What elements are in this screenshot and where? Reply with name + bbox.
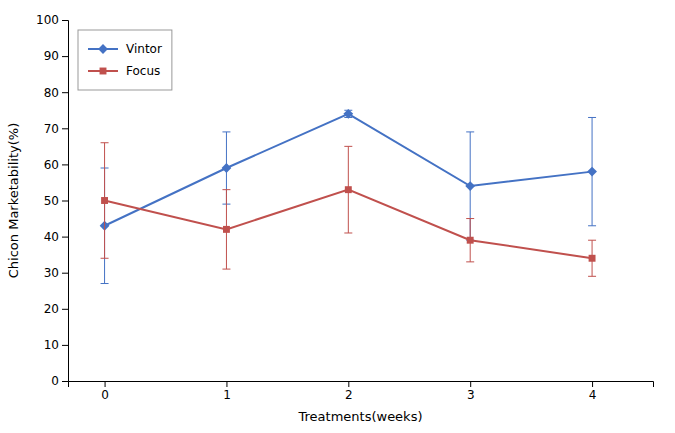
error-bar-cap <box>588 240 596 241</box>
error-bar <box>101 143 109 259</box>
x-tick: 0 <box>101 381 109 402</box>
x-axis-title: Treatments(weeks) <box>298 409 423 424</box>
y-tick: 30 <box>44 266 68 280</box>
legend: Vintor Focus <box>78 30 172 90</box>
x-tick-label: 4 <box>589 388 597 402</box>
legend-entry: Vintor <box>88 42 162 56</box>
point <box>343 109 353 119</box>
legend-label: Vintor <box>126 42 162 56</box>
y-tick-mark <box>62 56 68 57</box>
y-axis: 0 10 20 30 40 50 60 70 80 90 100 <box>36 13 68 388</box>
x-tick-label: 0 <box>101 388 109 402</box>
series <box>101 143 597 277</box>
y-tick-mark <box>62 20 68 21</box>
y-tick-mark <box>62 381 68 382</box>
x-tick-mark <box>226 381 227 387</box>
y-tick-mark <box>62 273 68 274</box>
legend-label: Focus <box>126 64 160 78</box>
y-tick-mark <box>62 201 68 202</box>
error-bar-cap <box>466 131 474 132</box>
y-tick-label: 30 <box>44 266 59 280</box>
error-bar-cap <box>101 258 109 259</box>
point <box>101 197 108 204</box>
x-tick: 4 <box>589 381 597 402</box>
y-tick: 90 <box>44 49 68 63</box>
y-tick: 10 <box>44 338 68 352</box>
y-tick: 100 <box>36 13 68 27</box>
y-tick-label: 20 <box>44 302 59 316</box>
x-tick-mark <box>348 381 349 387</box>
error-bar <box>222 190 230 269</box>
y-tick-label: 50 <box>44 194 59 208</box>
x-tick: 2 <box>345 381 353 402</box>
error-bar-cap <box>466 218 474 219</box>
x-tick: 1 <box>223 381 231 402</box>
marks <box>100 109 597 284</box>
legend-marker <box>100 68 107 75</box>
x-axis: 0 1 2 3 4 <box>69 381 654 402</box>
legend-marker <box>98 44 108 54</box>
legend-entry: Focus <box>88 64 160 78</box>
y-tick: 80 <box>44 86 68 100</box>
error-bar-cap <box>222 269 230 270</box>
error-bar <box>344 146 352 233</box>
point <box>589 255 596 262</box>
error-bar-cap <box>344 146 352 147</box>
y-tick-label: 0 <box>51 374 59 388</box>
point <box>223 226 230 233</box>
y-tick-label: 100 <box>36 13 59 27</box>
error-bar <box>588 240 596 276</box>
y-tick-mark <box>62 309 68 310</box>
y-tick-mark <box>62 128 68 129</box>
y-tick: 40 <box>44 230 68 244</box>
x-axis-line <box>69 382 654 388</box>
y-tick-label: 40 <box>44 230 59 244</box>
y-tick-label: 70 <box>44 122 59 136</box>
y-tick: 70 <box>44 122 68 136</box>
x-tick-label: 2 <box>345 388 353 402</box>
error-bar-cap <box>588 225 596 226</box>
y-tick: 20 <box>44 302 68 316</box>
y-axis-line <box>62 21 69 382</box>
y-tick-mark <box>62 237 68 238</box>
y-tick: 60 <box>44 158 68 172</box>
error-bar-cap <box>344 232 352 233</box>
error-bar-cap <box>101 142 109 143</box>
error-bar-cap <box>222 131 230 132</box>
error-bar-cap <box>101 283 109 284</box>
x-tick-label: 3 <box>467 388 475 402</box>
x-tick-mark <box>105 381 106 387</box>
point <box>222 163 232 173</box>
y-tick-label: 60 <box>44 158 59 172</box>
x-tick-mark <box>592 381 593 387</box>
error-bar-cap <box>588 276 596 277</box>
legend-frame <box>78 30 172 90</box>
error-bar-cap <box>222 189 230 190</box>
point <box>587 167 597 177</box>
error-bar-cap <box>588 117 596 118</box>
y-tick-mark <box>62 345 68 346</box>
x-tick: 3 <box>467 381 475 402</box>
y-tick-label: 10 <box>44 338 59 352</box>
point <box>465 181 475 191</box>
plot: 012340102030405060708090100VintorFocus <box>36 13 653 401</box>
y-tick: 0 <box>51 374 68 388</box>
x-tick-label: 1 <box>223 388 231 402</box>
point <box>345 186 352 193</box>
point <box>467 237 474 244</box>
chart: 012340102030405060708090100VintorFocusTr… <box>0 0 675 433</box>
series <box>100 109 597 284</box>
error-bar <box>588 117 596 225</box>
y-tick-label: 80 <box>44 86 59 100</box>
y-tick-mark <box>62 164 68 165</box>
y-tick-mark <box>62 92 68 93</box>
y-tick-label: 90 <box>44 49 59 63</box>
error-bar <box>466 219 474 262</box>
y-axis-title: Chicon Marketability(%) <box>6 123 21 278</box>
x-tick-mark <box>470 381 471 387</box>
error-bar-cap <box>466 261 474 262</box>
y-tick: 50 <box>44 194 68 208</box>
